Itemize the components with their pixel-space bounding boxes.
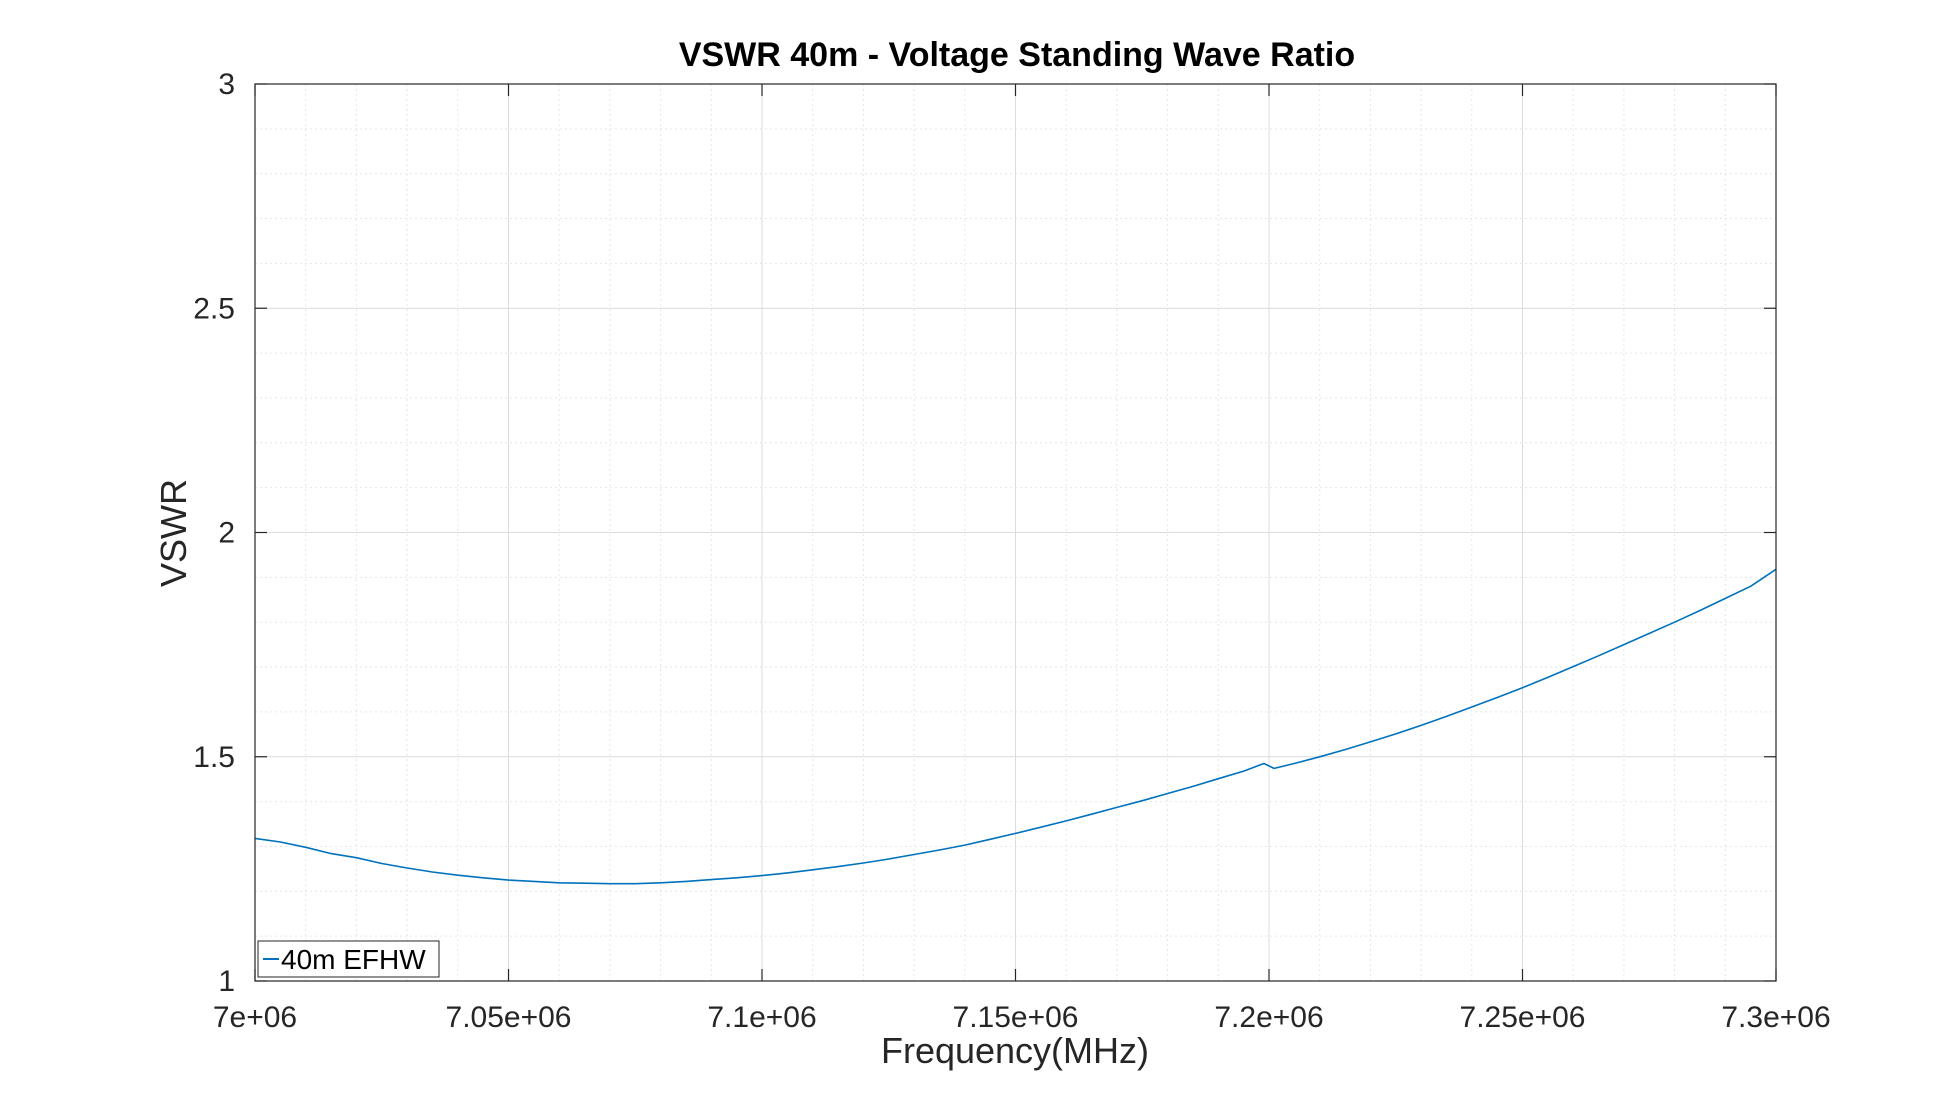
x-tick-label: 7.15e+06: [953, 1001, 1079, 1034]
series-line-40m-efhw: [254, 568, 1777, 885]
x-axis-title: Frequency(MHz): [881, 1030, 1149, 1071]
x-tick-label: 7.25e+06: [1460, 1001, 1586, 1034]
chart-title: VSWR 40m - Voltage Standing Wave Ratio: [679, 36, 1355, 74]
x-tick-label: 7.3e+06: [1721, 1001, 1830, 1034]
x-tick-label: 7.2e+06: [1214, 1001, 1323, 1034]
y-tick-labels: 1 1.5 2 2.5 3: [193, 68, 235, 998]
y-tick-label: 1: [218, 965, 235, 998]
legend-box: [257, 940, 440, 978]
legend: 40m EFHW: [257, 940, 440, 978]
y-tick-label: 3: [218, 68, 235, 101]
y-tick-label: 1.5: [193, 741, 235, 774]
series-layer: [254, 568, 1777, 885]
x-tick-label: 7e+06: [213, 1001, 297, 1034]
x-tick-labels: 7e+06 7.05e+06 7.1e+06 7.15e+06 7.2e+06 7.25e…: [213, 1001, 1831, 1034]
y-axis-title: VSWR: [153, 479, 194, 587]
x-tick-label: 7.1e+06: [707, 1001, 816, 1034]
x-tick-label: 7.05e+06: [446, 1001, 572, 1034]
y-tick-label: 2: [218, 517, 235, 550]
y-tick-label: 2.5: [193, 292, 235, 325]
legend-entry-label: 40m EFHW: [281, 944, 426, 975]
tick-marks: [254, 83, 1777, 982]
